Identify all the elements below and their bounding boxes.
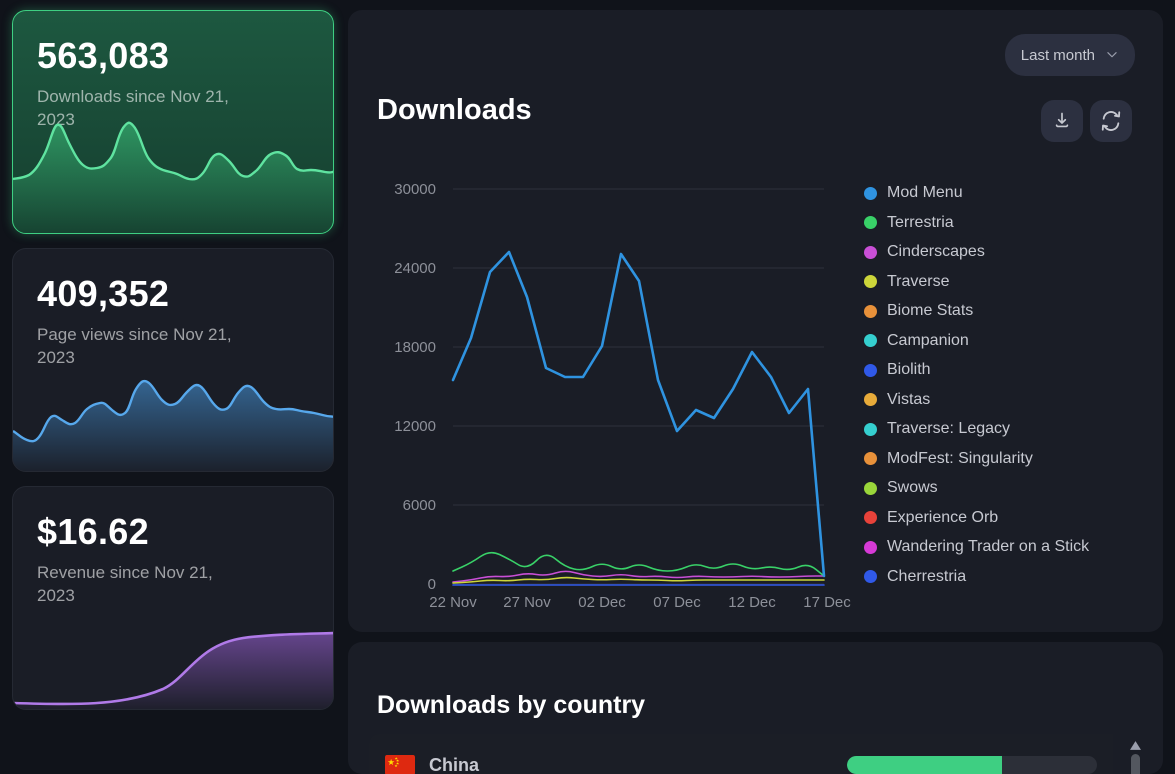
svg-text:12000: 12000 <box>394 418 436 435</box>
svg-text:22 Nov: 22 Nov <box>429 594 477 608</box>
svg-text:17 Dec: 17 Dec <box>803 594 851 608</box>
svg-text:0: 0 <box>428 576 436 593</box>
svg-text:30000: 30000 <box>394 181 436 198</box>
svg-text:02 Dec: 02 Dec <box>578 594 626 608</box>
svg-text:27 Nov: 27 Nov <box>503 594 551 608</box>
svg-text:6000: 6000 <box>403 497 436 514</box>
svg-text:07 Dec: 07 Dec <box>653 594 701 608</box>
svg-text:12 Dec: 12 Dec <box>728 594 776 608</box>
svg-text:18000: 18000 <box>394 339 436 356</box>
svg-text:24000: 24000 <box>394 260 436 277</box>
